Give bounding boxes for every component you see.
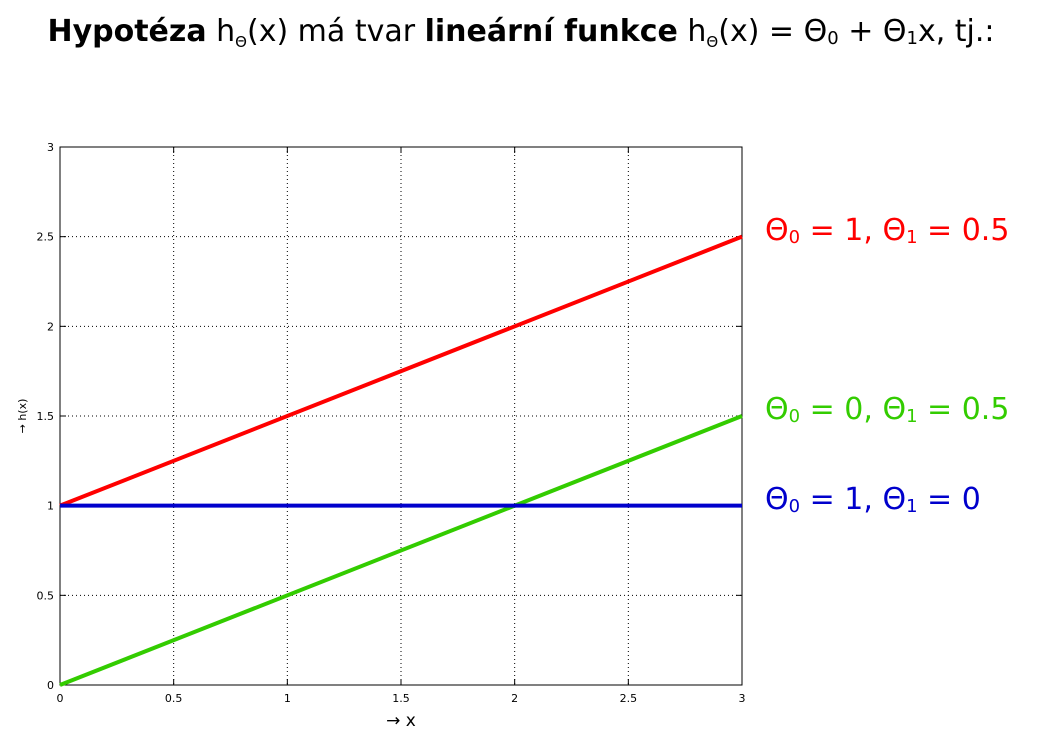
series-label-part: 1 [906,226,918,248]
series-label-1: Θ0 = 1, Θ1 = 0.5 [765,213,1009,248]
title-text-5: x, tj.: [917,14,995,49]
title-linear-function: lineární funkce [424,14,678,49]
title-text-2: (x) má tvar [246,14,425,49]
series-label-part: 0 [788,406,801,427]
series-label-part: Θ [765,212,789,248]
title-h2: h [677,14,707,49]
series-label-part: Θ [765,392,789,427]
title-hypoteza: Hypotéza [47,14,207,49]
series-label-part: = 0 [917,481,981,517]
grid-lines [60,147,742,685]
title-text-4: + Θ [838,14,907,49]
series-lines [59,234,743,687]
x-tick-label: 3 [739,692,746,705]
series-label-part: 1 [906,406,918,427]
y-tick-label: 1 [47,500,54,513]
slide-title: Hypotéza hΘ(x) má tvar lineární funkce h… [0,14,1042,51]
x-axis-label: → x [386,711,416,730]
series-label-2: Θ0 = 0, Θ1 = 0.5 [765,392,1009,427]
series-line-2 [59,414,743,687]
series-label-part: Θ [765,481,789,517]
x-tick-label: 0.5 [165,692,183,705]
x-tick-label: 1 [284,692,291,705]
y-tick-label: 2 [47,320,54,333]
series-label-part: = 0.5 [917,392,1010,427]
series-line-1 [59,234,743,508]
series-label-part: = 0.5 [917,212,1010,248]
series-label-part: 0 [788,226,801,248]
x-tick-label: 1.5 [392,692,410,705]
title-subscript-0: 0 [827,28,839,49]
title-theta-sub-2: Θ [706,33,719,51]
title-text-3: (x) = Θ [718,14,828,49]
y-tick-label: 3 [47,141,54,154]
series-label-part: = 1, Θ [800,481,907,517]
y-axis-label: → h(x) [16,399,29,434]
series-label-part: 1 [906,495,918,517]
series-label-part: = 0, Θ [800,392,907,427]
series-label-part: 0 [788,495,801,517]
series-label-3: Θ0 = 1, Θ1 = 0 [765,482,981,517]
tick-labels: 0 0.5 1 1.5 2 2.5 3 0 0.5 1 1.5 2 2.5 3 [37,141,746,705]
series-label-part: = 1, Θ [800,212,907,248]
title-theta-sub-1: Θ [235,33,247,51]
y-tick-label: 1.5 [37,410,55,423]
title-subscript-1: 1 [906,28,918,49]
x-tick-label: 0 [57,692,64,705]
x-tick-label: 2 [511,692,518,705]
y-tick-label: 2.5 [37,231,55,244]
y-tick-label: 0.5 [37,589,55,602]
title-h1: h [206,14,236,49]
x-tick-label: 2.5 [620,692,638,705]
y-tick-label: 0 [47,679,54,692]
